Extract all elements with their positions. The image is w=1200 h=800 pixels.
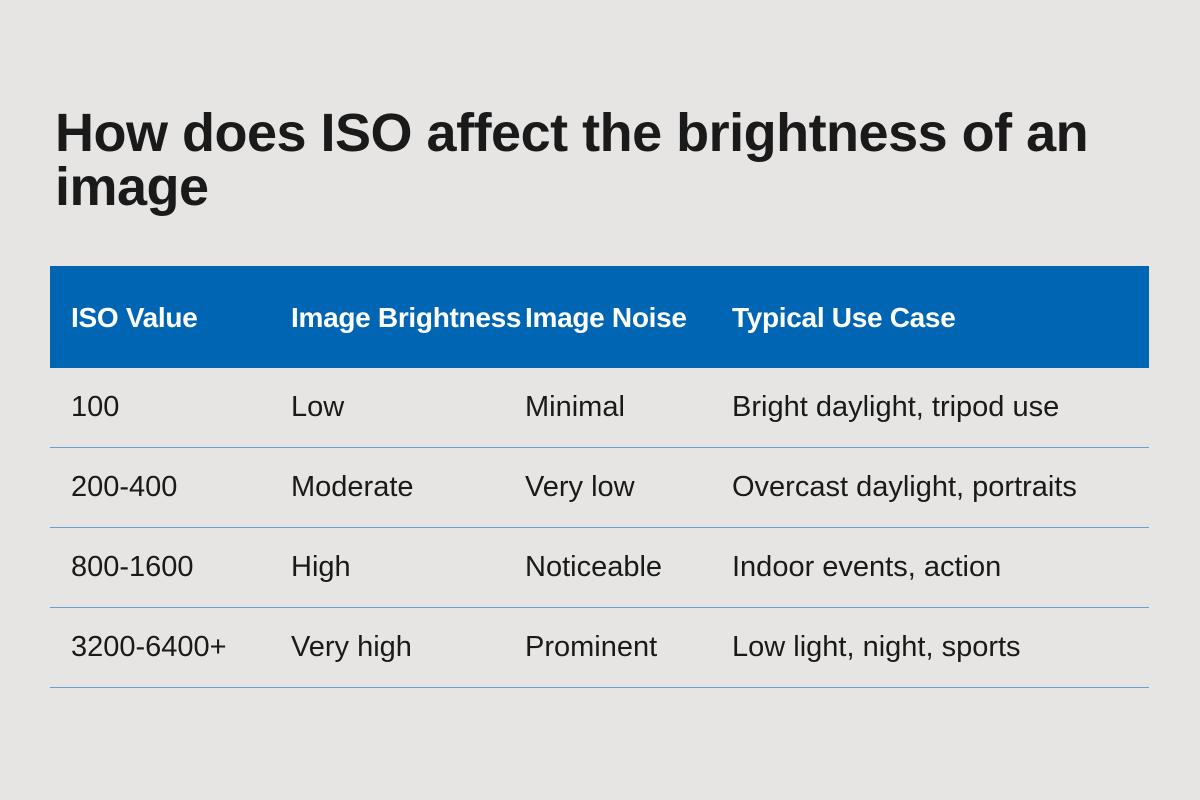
- table-row: 200-400 Moderate Very low Overcast dayli…: [50, 448, 1149, 528]
- column-header-typical-use-case: Typical Use Case: [732, 301, 956, 333]
- cell-image-brightness: High: [291, 551, 351, 583]
- cell-image-brightness: Moderate: [291, 471, 414, 503]
- column-header-image-brightness: Image Brightness: [291, 301, 522, 333]
- cell-iso-value: 3200-6400+: [71, 631, 227, 663]
- column-header-iso-value: ISO Value: [71, 301, 198, 333]
- cell-typical-use-case: Overcast daylight, portraits: [732, 471, 1077, 503]
- page-title: How does ISO affect the brightness of an…: [55, 103, 1089, 217]
- table-row: 100 Low Minimal Bright daylight, tripod …: [50, 368, 1149, 448]
- table-row: 3200-6400+ Very high Prominent Low light…: [50, 608, 1149, 688]
- cell-typical-use-case: Bright daylight, tripod use: [732, 391, 1060, 423]
- cell-image-noise: Very low: [525, 471, 635, 503]
- cell-iso-value: 100: [71, 391, 120, 423]
- cell-image-brightness: Very high: [291, 631, 412, 663]
- column-header-image-noise: Image Noise: [525, 301, 687, 333]
- table-header: ISO Value Image Brightness Image Noise T…: [50, 266, 1149, 368]
- cell-image-noise: Minimal: [525, 391, 625, 423]
- cell-image-noise: Prominent: [525, 631, 658, 663]
- cell-iso-value: 800-1600: [71, 551, 194, 583]
- cell-typical-use-case: Low light, night, sports: [732, 631, 1021, 663]
- cell-typical-use-case: Indoor events, action: [732, 551, 1002, 583]
- cell-image-brightness: Low: [291, 391, 345, 423]
- table-row: 800-1600 High Noticeable Indoor events, …: [50, 528, 1149, 608]
- cell-iso-value: 200-400: [71, 471, 178, 503]
- iso-table: ISO Value Image Brightness Image Noise T…: [50, 266, 1149, 688]
- cell-image-noise: Noticeable: [525, 551, 663, 583]
